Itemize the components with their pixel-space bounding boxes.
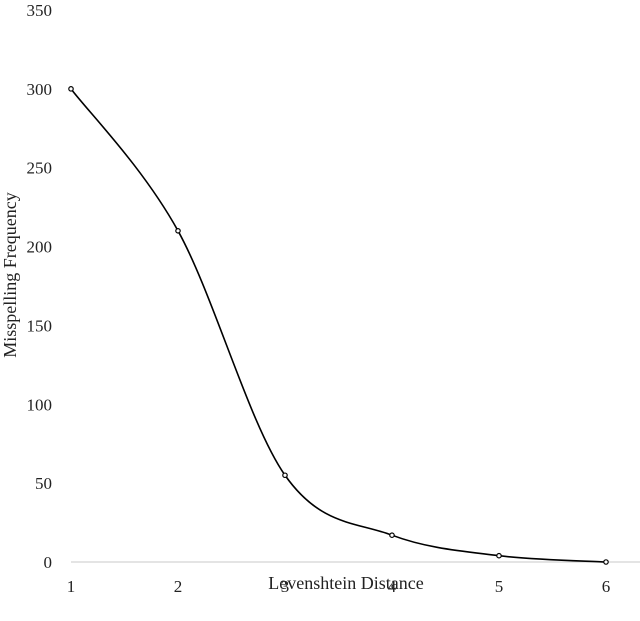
y-axis-ticks: 0 50 100 150 200 250 300 350 <box>27 1 53 572</box>
data-markers <box>68 86 609 565</box>
x-tick-label: 4 <box>388 577 397 596</box>
data-point <box>603 559 609 565</box>
x-tick-label: 5 <box>495 577 504 596</box>
data-point <box>282 472 288 479</box>
y-tick-label: 300 <box>27 80 53 99</box>
x-tick-label: 2 <box>174 577 183 596</box>
x-axis-ticks: 1 2 3 4 5 6 <box>67 577 611 596</box>
y-tick-label: 100 <box>27 395 53 414</box>
x-tick-label: 3 <box>281 577 290 596</box>
x-tick-label: 1 <box>67 577 76 596</box>
y-tick-label: 0 <box>44 553 53 572</box>
y-axis-title: Misspelling Frequency <box>0 192 20 357</box>
x-axis-title: Levenshtein Distance <box>268 573 423 593</box>
y-tick-label: 250 <box>27 159 53 178</box>
data-point <box>175 228 181 234</box>
y-tick-label: 350 <box>27 1 53 20</box>
data-point <box>496 552 502 559</box>
y-tick-label: 50 <box>35 474 52 493</box>
data-point <box>68 86 74 92</box>
series-line <box>70 88 607 563</box>
y-tick-label: 150 <box>27 316 53 335</box>
data-point <box>389 532 395 538</box>
y-tick-label: 200 <box>27 238 53 257</box>
x-tick-label: 6 <box>602 577 611 596</box>
